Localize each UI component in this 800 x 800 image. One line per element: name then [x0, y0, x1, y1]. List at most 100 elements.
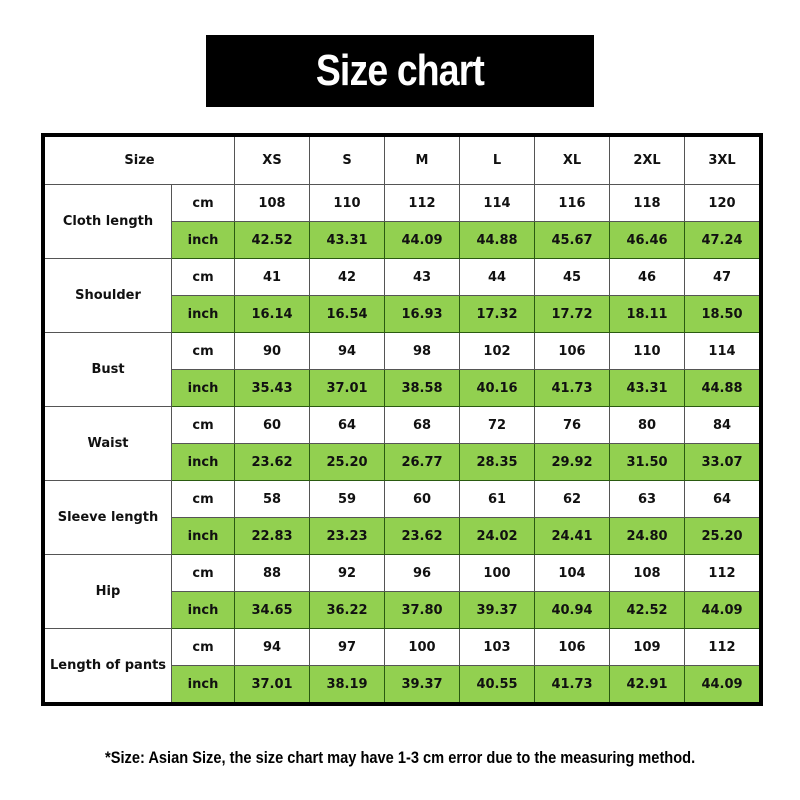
- inch-value: 44.09: [684, 665, 762, 705]
- size-column-header: L: [459, 134, 535, 185]
- table-row: Waist cm 60 64 68 72 76 80 84: [42, 406, 762, 481]
- inch-value: 33.07: [684, 443, 762, 481]
- measurement-label: Hip: [42, 554, 172, 629]
- inch-value: 34.65: [234, 591, 310, 629]
- size-column-header: S: [309, 134, 385, 185]
- size-column-header: XS: [234, 134, 310, 185]
- inch-value: 44.88: [684, 369, 762, 407]
- inch-value: 37.01: [234, 665, 310, 705]
- cm-value: 80: [609, 406, 685, 444]
- table-row: inch 22.83 23.23 23.62 24.02 24.41 24.80 25.20: [43, 517, 762, 555]
- cm-value: 76: [534, 406, 610, 444]
- cm-value: 114: [684, 332, 762, 370]
- table-row: inch 16.14 16.54 16.93 17.32 17.72 18.11 18.50: [43, 295, 762, 333]
- size-column-header: M: [384, 134, 460, 185]
- unit-label: inch: [171, 591, 235, 629]
- inch-value: 44.09: [684, 591, 762, 629]
- unit-label: cm: [171, 406, 235, 444]
- inch-value: 17.72: [534, 295, 610, 333]
- inch-value: 23.23: [309, 517, 385, 555]
- inch-value: 44.88: [459, 221, 535, 259]
- inch-value: 46.46: [609, 221, 685, 259]
- inch-value: 25.20: [684, 517, 762, 555]
- inch-value: 41.73: [534, 665, 610, 705]
- cm-value: 109: [609, 628, 685, 666]
- cm-value: 114: [459, 184, 535, 222]
- unit-label: inch: [171, 221, 235, 259]
- inch-value: 40.55: [459, 665, 535, 705]
- cm-value: 88: [234, 554, 310, 592]
- inch-value: 31.50: [609, 443, 685, 481]
- page-title: Size chart: [206, 35, 594, 107]
- inch-value: 40.16: [459, 369, 535, 407]
- cm-value: 59: [309, 480, 385, 518]
- unit-label: cm: [171, 332, 235, 370]
- table-row: Sleeve length cm 58 59 60 61 62 63 64: [42, 480, 762, 555]
- cm-value: 103: [459, 628, 535, 666]
- footnote: *Size: Asian Size, the size chart may ha…: [104, 748, 696, 767]
- cm-value: 110: [309, 184, 385, 222]
- cm-value: 120: [684, 184, 762, 222]
- table-row: inch 42.52 43.31 44.09 44.88 45.67 46.46 47.24: [43, 221, 762, 259]
- cm-value: 43: [384, 258, 460, 296]
- inch-value: 47.24: [684, 221, 762, 259]
- cm-value: 96: [384, 554, 460, 592]
- inch-value: 35.43: [234, 369, 310, 407]
- cm-value: 60: [234, 406, 310, 444]
- cm-value: 102: [459, 332, 535, 370]
- cm-value: 100: [459, 554, 535, 592]
- cm-value: 110: [609, 332, 685, 370]
- measurement-label: Shoulder: [42, 258, 172, 333]
- header-row: Size XS S M L XL 2XL 3XL: [42, 134, 762, 185]
- cm-value: 106: [534, 628, 610, 666]
- cm-value: 118: [609, 184, 685, 222]
- inch-value: 39.37: [459, 591, 535, 629]
- inch-value: 26.77: [384, 443, 460, 481]
- inch-value: 45.67: [534, 221, 610, 259]
- unit-label: cm: [171, 480, 235, 518]
- cm-value: 64: [684, 480, 762, 518]
- inch-value: 36.22: [309, 591, 385, 629]
- inch-value: 17.32: [459, 295, 535, 333]
- inch-value: 18.50: [684, 295, 762, 333]
- inch-value: 37.01: [309, 369, 385, 407]
- measurement-label: Cloth length: [42, 184, 172, 259]
- unit-label: inch: [171, 665, 235, 705]
- inch-value: 23.62: [384, 517, 460, 555]
- size-column-header: 3XL: [684, 134, 762, 185]
- inch-value: 28.35: [459, 443, 535, 481]
- size-header: Size: [42, 134, 235, 185]
- table-row: Bust cm 90 94 98 102 106 110 114: [42, 332, 762, 407]
- table-row: inch 37.01 38.19 39.37 40.55 41.73 42.91 44.09: [43, 665, 762, 705]
- cm-value: 64: [309, 406, 385, 444]
- inch-value: 24.41: [534, 517, 610, 555]
- cm-value: 63: [609, 480, 685, 518]
- cm-value: 42: [309, 258, 385, 296]
- unit-label: inch: [171, 295, 235, 333]
- inch-value: 43.31: [609, 369, 685, 407]
- cm-value: 112: [684, 628, 762, 666]
- unit-label: cm: [171, 258, 235, 296]
- table-row: Cloth length cm 108 110 112 114 116 118 120: [42, 184, 762, 259]
- table-row: Hip cm 88 92 96 100 104 108 112: [42, 554, 762, 629]
- cm-value: 98: [384, 332, 460, 370]
- table-row: inch 23.62 25.20 26.77 28.35 29.92 31.50 33.07: [43, 443, 762, 481]
- cm-value: 94: [234, 628, 310, 666]
- table-row: Length of pants cm 94 97 100 103 106 109 112: [42, 628, 762, 705]
- inch-value: 42.91: [609, 665, 685, 705]
- inch-value: 16.54: [309, 295, 385, 333]
- cm-value: 100: [384, 628, 460, 666]
- size-column-header: 2XL: [609, 134, 685, 185]
- inch-value: 25.20: [309, 443, 385, 481]
- inch-value: 44.09: [384, 221, 460, 259]
- inch-value: 39.37: [384, 665, 460, 705]
- measurement-label: Waist: [42, 406, 172, 481]
- inch-value: 16.14: [234, 295, 310, 333]
- inch-value: 24.80: [609, 517, 685, 555]
- cm-value: 106: [534, 332, 610, 370]
- inch-value: 38.19: [309, 665, 385, 705]
- cm-value: 90: [234, 332, 310, 370]
- cm-value: 41: [234, 258, 310, 296]
- measurement-label: Length of pants: [42, 628, 172, 705]
- unit-label: cm: [171, 628, 235, 666]
